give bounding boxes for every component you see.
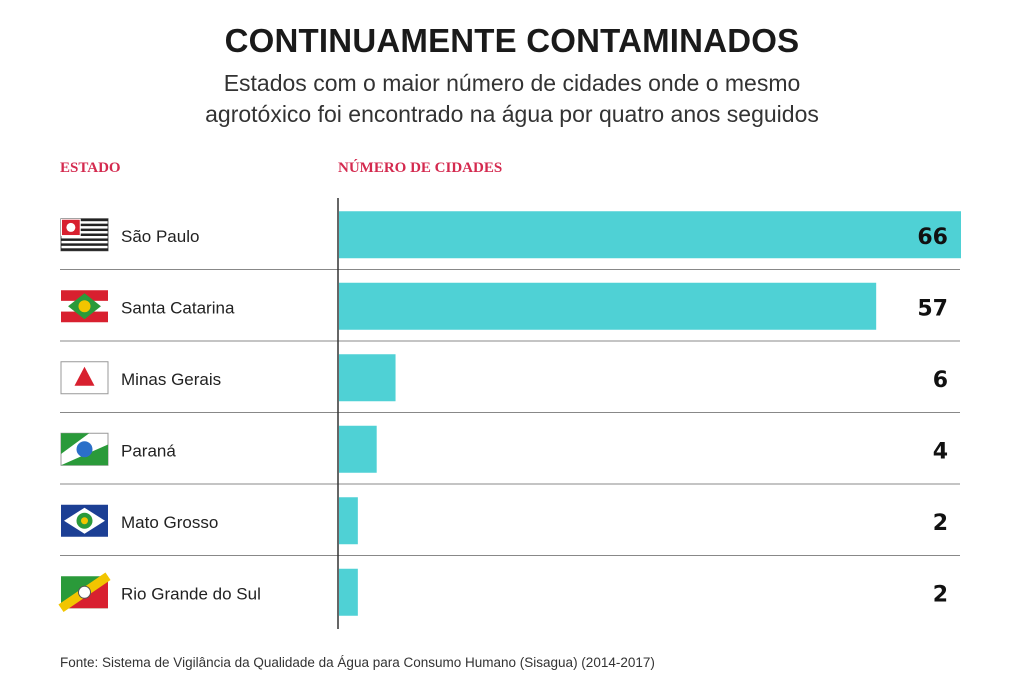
value-label: 2 bbox=[933, 511, 948, 536]
source-note: Fonte: Sistema de Vigilância da Qualidad… bbox=[60, 655, 655, 670]
column-header-count: NÚMERO DE CIDADES bbox=[338, 160, 503, 176]
value-label: 57 bbox=[917, 296, 948, 321]
category-label: Rio Grande do Sul bbox=[121, 584, 261, 603]
chart-title: CONTINUAMENTE CONTAMINADOS bbox=[224, 22, 800, 59]
category-label: Santa Catarina bbox=[121, 298, 235, 317]
parana-flag-icon bbox=[60, 432, 109, 466]
bar-rio-grande-do-sul bbox=[339, 568, 358, 616]
rio-grande-do-sul-flag-icon bbox=[58, 572, 111, 612]
category-label: Minas Gerais bbox=[121, 370, 221, 389]
bar-mato-grosso bbox=[339, 497, 358, 545]
value-label: 2 bbox=[933, 582, 948, 607]
column-header-state: ESTADO bbox=[60, 160, 121, 176]
bar-paraná bbox=[339, 425, 377, 473]
category-label: São Paulo bbox=[121, 227, 199, 246]
sao-paulo-flag-icon bbox=[60, 218, 109, 252]
mato-grosso-flag-icon bbox=[61, 504, 108, 537]
bar-minas-gerais bbox=[339, 354, 396, 402]
minas-gerais-flag-icon bbox=[60, 361, 109, 395]
category-label: Mato Grosso bbox=[121, 513, 218, 532]
bar-são-paulo bbox=[339, 211, 961, 259]
value-label: 4 bbox=[933, 439, 948, 464]
bar-santa-catarina bbox=[339, 282, 877, 330]
category-label: Paraná bbox=[121, 441, 176, 460]
value-label: 66 bbox=[917, 225, 948, 250]
santa-catarina-flag-icon bbox=[61, 290, 108, 323]
chart-subtitle: Estados com o maior número de cidades on… bbox=[205, 70, 819, 127]
value-label: 6 bbox=[933, 368, 948, 393]
